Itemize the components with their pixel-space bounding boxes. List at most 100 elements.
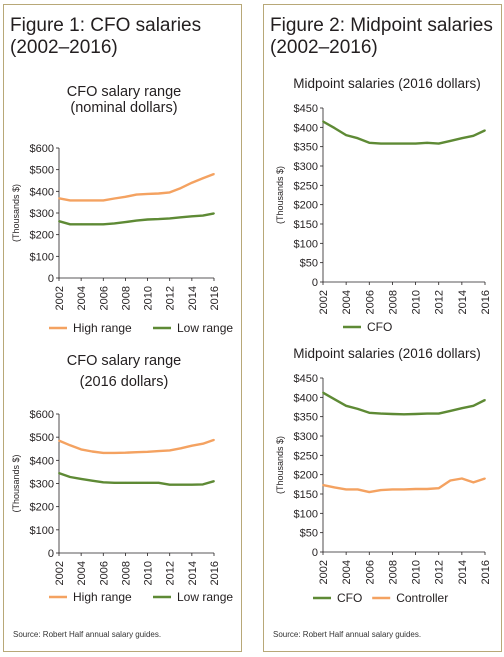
x-tick-label: 2012	[434, 290, 446, 314]
data-point-high-range	[91, 450, 94, 453]
data-point-low-range	[80, 477, 83, 480]
data-point-cfo	[437, 412, 440, 415]
x-tick-label: 2002	[318, 290, 330, 314]
data-point-controller	[426, 488, 429, 490]
data-point-controller	[484, 477, 486, 480]
x-tick-label: 2004	[341, 560, 353, 584]
data-point-controller	[345, 488, 348, 491]
data-point-controller	[460, 477, 463, 480]
data-point-low-range	[135, 219, 138, 222]
y-tick-label: $50	[300, 258, 318, 270]
y-tick-label: $200	[294, 470, 318, 482]
x-tick-label: 2016	[209, 561, 221, 585]
x-tick-label: 2008	[120, 286, 132, 310]
x-tick-label: 2016	[480, 290, 492, 314]
data-point-cfo	[391, 413, 394, 415]
data-point-high-range	[102, 452, 105, 454]
data-point-cfo	[426, 412, 429, 415]
figure-2-title-line2: (2002–2016)	[270, 37, 378, 58]
data-point-high-range	[113, 197, 116, 200]
legend-label: CFO	[337, 591, 362, 605]
x-tick-label: 2006	[364, 290, 376, 314]
data-point-controller	[403, 488, 405, 491]
data-point-low-range	[146, 481, 149, 484]
y-tick-label: $350	[294, 142, 318, 154]
data-point-low-range	[102, 481, 105, 484]
y-tick-label: $150	[294, 489, 318, 501]
y-tick-label: $300	[294, 431, 318, 443]
x-tick-label: 2014	[187, 286, 199, 310]
data-point-low-range	[124, 481, 127, 484]
legend-label: CFO	[367, 320, 392, 334]
series-line-high-range	[58, 438, 215, 455]
figure-1-title: Figure 1: CFO salaries (2002–2016)	[10, 15, 201, 59]
data-point-low-range	[91, 223, 94, 226]
y-axis-label: (Thousands $)	[275, 436, 285, 494]
x-tick-label: 2008	[387, 290, 399, 314]
data-point-cfo	[414, 413, 417, 415]
data-point-low-range	[168, 217, 171, 220]
data-point-cfo	[345, 134, 348, 136]
data-point-low-range	[179, 216, 182, 219]
data-point-high-range	[157, 192, 160, 195]
x-tick-label: 2012	[165, 286, 177, 310]
data-point-high-range	[124, 195, 127, 198]
data-point-cfo	[484, 129, 486, 132]
data-point-low-range	[58, 220, 60, 223]
chart-title: Midpoint salaries (2016 dollars)	[293, 346, 481, 361]
y-tick-label: 0	[48, 548, 54, 560]
data-point-high-range	[113, 452, 116, 454]
data-point-cfo	[460, 137, 463, 140]
y-tick-label: $300	[30, 479, 54, 491]
chart-midpoint-cfo-controller: Midpoint salaries (2016 dollars) (Thousan…	[275, 346, 492, 605]
data-point-cfo	[356, 408, 359, 410]
y-tick-label: $600	[30, 143, 54, 155]
x-tick-label: 2004	[341, 290, 353, 314]
data-point-high-range	[135, 193, 138, 196]
data-point-cfo	[403, 142, 405, 145]
y-tick-label: 0	[48, 273, 54, 285]
data-point-controller	[379, 489, 382, 492]
data-point-low-range	[58, 472, 60, 474]
data-point-low-range	[157, 218, 160, 220]
legend-label: High range	[73, 590, 132, 604]
data-point-cfo	[333, 127, 336, 130]
x-tick-label: 2006	[364, 560, 376, 584]
figure-2-title: Figure 2: Midpoint salaries (2002–2016)	[270, 15, 493, 59]
data-point-low-range	[69, 476, 71, 478]
x-tick-label: 2008	[387, 560, 399, 584]
figure-1-title-line2: (2002–2016)	[10, 37, 118, 58]
x-tick-label: 2014	[457, 290, 469, 314]
data-point-cfo	[379, 412, 382, 415]
y-tick-label: $200	[294, 200, 318, 212]
y-tick-label: $450	[294, 103, 318, 115]
x-tick-label: 2014	[457, 560, 469, 584]
y-axis-label: (Thousands $)	[11, 184, 21, 242]
data-point-controller	[391, 488, 394, 491]
data-point-cfo	[368, 141, 371, 144]
y-tick-label: $400	[294, 392, 318, 404]
data-point-cfo	[472, 134, 475, 137]
x-tick-label: 2016	[480, 560, 492, 584]
data-point-low-range	[202, 483, 204, 486]
y-tick-label: $450	[294, 373, 318, 385]
data-point-controller	[333, 486, 336, 489]
data-point-cfo	[484, 399, 486, 401]
data-point-high-range	[124, 451, 127, 454]
y-tick-label: $100	[294, 238, 318, 250]
data-point-cfo	[345, 404, 348, 407]
legend-label: Low range	[177, 321, 233, 335]
x-tick-label: 2006	[98, 561, 110, 585]
series-line-cfo	[322, 391, 486, 416]
data-point-low-range	[113, 481, 116, 484]
y-tick-label: $100	[30, 525, 54, 537]
data-point-high-range	[135, 451, 138, 454]
data-point-low-range	[213, 212, 215, 215]
data-point-controller	[414, 488, 417, 490]
y-tick-label: $200	[30, 230, 54, 242]
figure-1-title-line1: Figure 1: CFO salaries	[10, 15, 202, 36]
data-point-high-range	[190, 444, 193, 447]
data-point-cfo	[403, 413, 405, 416]
x-tick-label: 2016	[209, 286, 221, 310]
legend-label: High range	[73, 321, 132, 335]
